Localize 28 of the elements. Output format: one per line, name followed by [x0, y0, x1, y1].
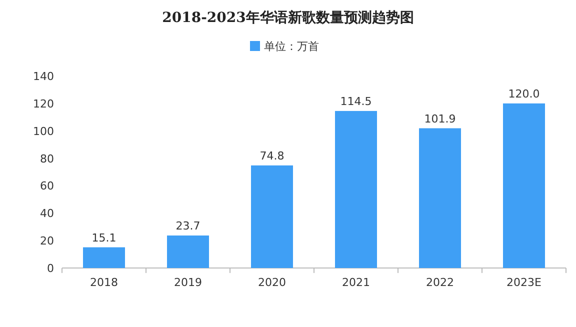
- x-tick-label: 2018: [90, 276, 118, 289]
- data-label: 101.9: [424, 112, 456, 126]
- x-tick-label: 2023E: [506, 276, 542, 289]
- legend-label: 单位：万首: [264, 40, 319, 53]
- bar: [335, 110, 377, 268]
- x-tick-label: 2019: [174, 276, 202, 289]
- bar: [251, 165, 293, 268]
- bar: [83, 247, 125, 268]
- y-tick-label: 120: [33, 97, 54, 110]
- data-label: 23.7: [176, 219, 200, 232]
- bar: [503, 103, 545, 268]
- y-tick-label: 60: [40, 180, 54, 193]
- x-tick-label: 2021: [342, 276, 370, 289]
- data-label: 120.0: [508, 87, 540, 100]
- y-tick-label: 0: [47, 262, 54, 275]
- x-tick-label: 2022: [426, 276, 454, 289]
- y-tick-label: 80: [40, 152, 54, 166]
- data-label: 15.1: [92, 231, 116, 244]
- y-tick-label: 40: [40, 207, 54, 220]
- chart-title: 2018-2023年华语新歌数量预测趋势图: [162, 9, 414, 26]
- x-tick-label: 2020: [258, 276, 286, 289]
- y-tick-label: 140: [33, 70, 54, 83]
- bar: [419, 128, 461, 268]
- y-tick-label: 20: [40, 234, 54, 248]
- data-label: 114.5: [340, 94, 372, 108]
- bar: [167, 235, 209, 268]
- y-tick-label: 100: [33, 124, 54, 138]
- data-label: 74.8: [260, 149, 284, 162]
